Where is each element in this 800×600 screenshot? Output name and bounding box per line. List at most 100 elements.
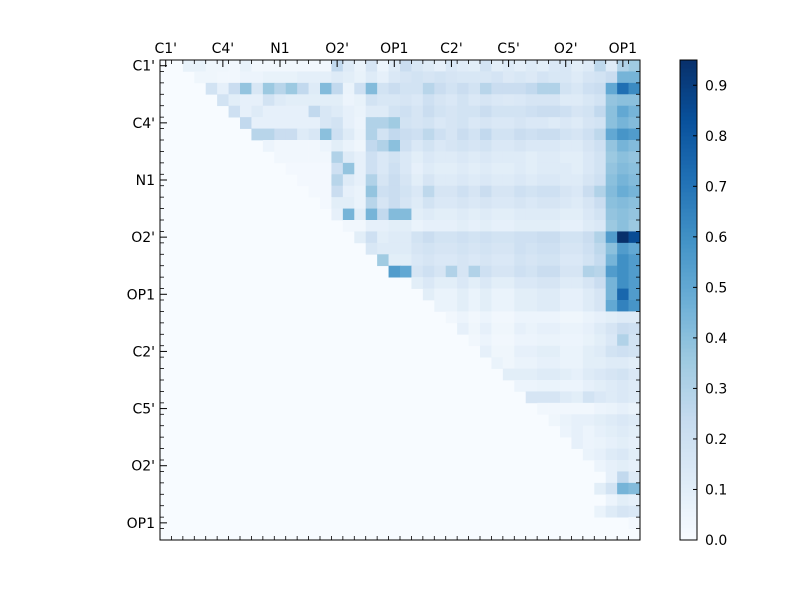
heatmap-cell	[445, 231, 458, 244]
heatmap-cell	[422, 162, 435, 175]
heatmap-cell	[548, 345, 561, 358]
heatmap-cell	[434, 128, 447, 141]
heatmap-cell	[445, 117, 458, 129]
colorbar-segment	[680, 268, 697, 273]
heatmap-cell	[594, 277, 607, 289]
heatmap-cell	[605, 277, 618, 289]
heatmap-cell	[628, 425, 641, 438]
heatmap-cell	[571, 151, 584, 164]
heatmap-cell	[377, 185, 389, 198]
colorbar-segment	[680, 160, 697, 165]
heatmap-cell	[491, 128, 504, 141]
heatmap-cell	[514, 231, 527, 244]
colorbar-segment	[680, 248, 697, 253]
heatmap-cell	[582, 140, 595, 152]
heatmap-cell	[560, 425, 572, 438]
heatmap-cell	[365, 128, 378, 141]
colorbar-segment	[680, 328, 697, 333]
heatmap-cell	[582, 345, 595, 358]
heatmap-cell	[617, 357, 629, 369]
heatmap-cell	[342, 174, 355, 187]
colorbar-segment	[680, 396, 697, 401]
heatmap-cell	[320, 128, 332, 141]
heatmap-cell	[480, 288, 492, 301]
heatmap-cell	[617, 231, 629, 244]
heatmap-cell	[457, 254, 469, 267]
colorbar-segment	[680, 336, 697, 341]
heatmap-cell	[285, 105, 298, 118]
heatmap-cell	[354, 105, 367, 118]
colorbar-tick-label: 0.1	[705, 482, 727, 498]
heatmap-cell	[628, 482, 641, 495]
heatmap-cell	[548, 60, 561, 72]
heatmap-cell	[582, 311, 595, 324]
heatmap-cell	[502, 197, 515, 209]
heatmap-cell	[457, 128, 469, 141]
heatmap-cell	[491, 82, 504, 95]
colorbar-segment	[680, 464, 697, 469]
heatmap-cell	[548, 380, 561, 392]
colorbar-segment	[680, 212, 697, 217]
heatmap-cell	[537, 254, 549, 267]
heatmap-cell	[582, 117, 595, 129]
heatmap-cell	[445, 151, 458, 164]
heatmap-cell	[377, 140, 389, 152]
colorbar-tick-label: 0.3	[705, 381, 727, 397]
heatmap-cell	[617, 300, 629, 312]
heatmap-cell	[594, 220, 607, 232]
heatmap-cell	[320, 105, 332, 118]
heatmap-cell	[480, 345, 492, 358]
colorbar-segment	[680, 156, 697, 161]
heatmap-cell	[320, 60, 332, 72]
heatmap-cell	[617, 162, 629, 175]
heatmap-cell	[411, 254, 424, 267]
colorbar-tick-label: 0.5	[705, 280, 727, 296]
heatmap-cell	[365, 117, 378, 129]
heatmap-cell	[491, 242, 504, 255]
heatmap-cell	[560, 94, 572, 107]
heatmap-cell	[502, 334, 515, 347]
heatmap-cell	[548, 322, 561, 335]
heatmap-cell	[582, 288, 595, 301]
heatmap-cell	[422, 71, 435, 84]
heatmap-cell	[605, 494, 618, 507]
heatmap-cell	[434, 265, 447, 278]
colorbar-segment	[680, 420, 697, 425]
heatmap-cell	[548, 402, 561, 415]
heatmap-cell	[400, 231, 412, 244]
heatmap-cell	[514, 128, 527, 141]
heatmap-cell	[582, 128, 595, 141]
heatmap-cell	[457, 140, 469, 152]
heatmap-cell	[537, 311, 549, 324]
heatmap-cell	[582, 277, 595, 289]
colorbar-tick-label: 0.9	[705, 78, 727, 94]
heatmap-cell	[605, 174, 618, 187]
heatmap-cell	[571, 242, 584, 255]
heatmap-cell	[537, 82, 549, 95]
heatmap-cell	[502, 117, 515, 129]
heatmap-cell	[228, 94, 241, 107]
heatmap-cell	[297, 174, 309, 187]
colorbar-segment	[680, 384, 697, 389]
heatmap-cell	[548, 105, 561, 118]
heatmap-cell	[571, 300, 584, 312]
colorbar-segment	[680, 528, 697, 533]
heatmap-cell	[308, 140, 321, 152]
heatmap-cell	[582, 185, 595, 198]
colorbar-segment	[680, 504, 697, 509]
heatmap-cell	[388, 82, 401, 95]
heatmap-cell	[445, 140, 458, 152]
colorbar-segment	[680, 440, 697, 445]
heatmap-cell	[628, 402, 641, 415]
heatmap-cell	[514, 380, 527, 392]
heatmap-cell	[514, 197, 527, 209]
heatmap-cell	[354, 185, 367, 198]
colorbar-segment	[680, 152, 697, 157]
heatmap-cell	[571, 162, 584, 175]
heatmap-cell	[400, 162, 412, 175]
heatmap-cell	[514, 242, 527, 255]
heatmap-cell	[628, 105, 641, 118]
heatmap-cell	[251, 82, 264, 95]
heatmap-cell	[422, 277, 435, 289]
heatmap-cell	[491, 105, 504, 118]
